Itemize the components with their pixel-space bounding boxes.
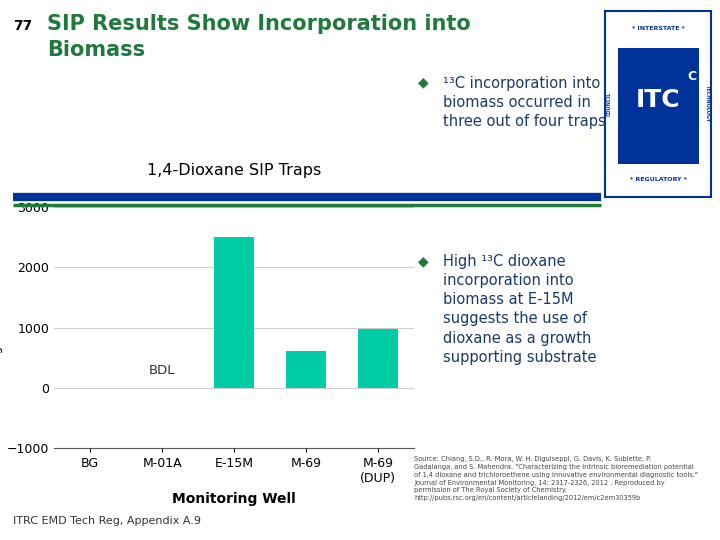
Y-axis label: Average δ¹³C PLFA (‰): Average δ¹³C PLFA (‰) xyxy=(0,250,3,387)
Bar xyxy=(618,48,698,164)
Text: COUNCIL: COUNCIL xyxy=(606,92,611,116)
Text: ◆: ◆ xyxy=(418,254,428,268)
Text: Source: Chiang, S.D., R. Mora, W. H. Diguiseppi, G. Davis, K. Sublette, P.
Gadal: Source: Chiang, S.D., R. Mora, W. H. Dig… xyxy=(414,456,698,501)
Text: * REGULATORY *: * REGULATORY * xyxy=(630,177,686,182)
Text: ITC: ITC xyxy=(636,88,680,112)
X-axis label: Monitoring Well: Monitoring Well xyxy=(172,492,296,506)
Text: ITRC EMD Tech Reg, Appendix A.9: ITRC EMD Tech Reg, Appendix A.9 xyxy=(13,516,201,526)
Text: C: C xyxy=(688,70,697,83)
Text: High ¹³C dioxane
incorporation into
biomass at E-15M
suggests the use of
dioxane: High ¹³C dioxane incorporation into biom… xyxy=(443,254,596,365)
Bar xyxy=(286,350,325,388)
Text: Biomass: Biomass xyxy=(47,40,145,60)
Text: 77: 77 xyxy=(13,19,32,33)
Text: TECHNOLOGY: TECHNOLOGY xyxy=(705,85,710,123)
Bar xyxy=(358,329,397,388)
Bar xyxy=(215,237,253,388)
Text: ◆: ◆ xyxy=(418,76,428,90)
Text: SIP Results Show Incorporation into: SIP Results Show Incorporation into xyxy=(47,14,471,33)
Title: 1,4-Dioxane SIP Traps: 1,4-Dioxane SIP Traps xyxy=(147,163,321,178)
Text: * INTERSTATE *: * INTERSTATE * xyxy=(631,26,685,31)
Text: ¹³C incorporation into
biomass occurred in
three out of four traps: ¹³C incorporation into biomass occurred … xyxy=(443,76,606,129)
Text: BDL: BDL xyxy=(149,364,176,377)
